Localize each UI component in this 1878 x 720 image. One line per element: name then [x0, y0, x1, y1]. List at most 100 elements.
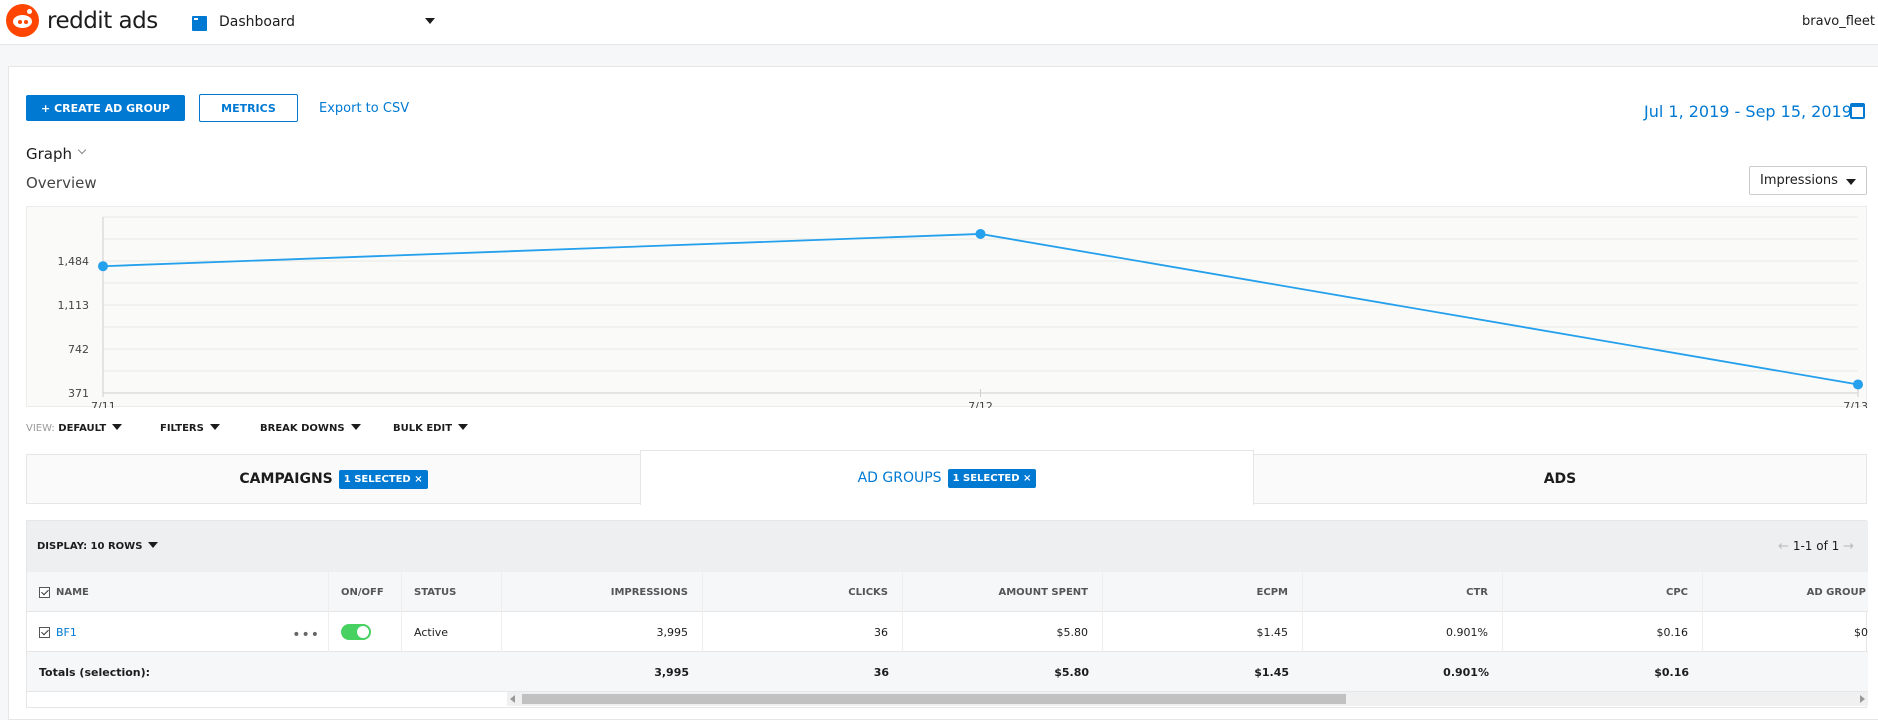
row-ecpm: $1.45	[1103, 612, 1303, 652]
calendar-icon[interactable]	[1850, 103, 1865, 119]
tab-ad-groups-label: AD GROUPS	[857, 470, 942, 486]
overview-heading: Overview	[26, 174, 97, 192]
ad-group-name-link[interactable]: BF1	[56, 625, 77, 639]
y-tick-label: 1,113	[58, 299, 90, 312]
dashboard-icon	[192, 16, 207, 31]
series-line	[102, 233, 1859, 386]
header-onoff[interactable]: ON/OFF	[329, 572, 402, 612]
horizontal-scrollbar[interactable]	[507, 692, 1868, 706]
caret-down-icon	[112, 424, 123, 430]
table-toolbar: DISPLAY: 10 ROWS ← 1-1 of 1 →	[27, 521, 1868, 572]
scroll-right-icon[interactable]	[1860, 695, 1865, 703]
display-rows-label: DISPLAY: 10 ROWS	[37, 541, 143, 552]
more-options-icon[interactable]: •••	[292, 627, 320, 643]
header-impressions[interactable]: IMPRESSIONS	[502, 572, 703, 612]
date-range-picker[interactable]: Jul 1, 2019 - Sep 15, 2019	[1644, 102, 1852, 121]
header-name-label: NAME	[56, 586, 89, 598]
chevron-down-icon[interactable]	[425, 18, 435, 24]
totals-amount-spent: $5.80	[1054, 665, 1089, 679]
caret-down-icon	[148, 542, 159, 548]
row-ctr: 0.901%	[1303, 612, 1503, 652]
header-ctr[interactable]: CTR	[1303, 572, 1503, 612]
header-name[interactable]: NAME	[27, 572, 329, 612]
y-tick-label: 742	[68, 343, 89, 356]
metric-select-value: Impressions	[1760, 173, 1838, 188]
view-prefix: VIEW:	[26, 423, 55, 434]
tab-ad-groups[interactable]: AD GROUPS 1 SELECTED ×	[640, 450, 1254, 505]
caret-down-icon	[350, 424, 361, 430]
row-amount-spent: $5.80	[903, 612, 1103, 652]
row-clicks: 36	[703, 612, 903, 652]
data-point	[98, 261, 108, 272]
y-tick-label: 1,484	[58, 255, 90, 268]
x-tick-label: 7/11	[91, 400, 116, 408]
export-csv-link[interactable]: Export to CSV	[319, 101, 410, 116]
arrow-left-icon[interactable]: ←	[1778, 539, 1789, 554]
tab-ads-label: ADS	[1543, 471, 1577, 487]
arrow-right-icon[interactable]: →	[1843, 539, 1854, 554]
reddit-logo-icon[interactable]	[6, 4, 39, 37]
totals-impressions: 3,995	[654, 665, 689, 679]
bulk-edit-label: BULK EDIT	[393, 423, 453, 434]
row-onoff-cell	[329, 612, 402, 652]
y-tick-label: 371	[68, 387, 89, 400]
x-tick-label: 7/13	[1843, 400, 1868, 408]
breakdowns-dropdown[interactable]: BREAK DOWNS	[260, 423, 361, 434]
on-off-toggle[interactable]	[341, 624, 371, 640]
bulk-edit-dropdown[interactable]: BULK EDIT	[393, 423, 469, 434]
totals-label: Totals (selection):	[39, 665, 151, 679]
brand-name[interactable]: reddit ads	[47, 8, 158, 34]
view-value: DEFAULT	[58, 423, 107, 434]
tab-campaigns-label: CAMPAIGNS	[239, 471, 333, 487]
totals-clicks: 36	[873, 665, 889, 679]
totals-ecpm: $1.45	[1254, 665, 1289, 679]
display-rows-dropdown[interactable]: DISPLAY: 10 ROWS	[37, 541, 159, 552]
row-cpc: $0.16	[1503, 612, 1703, 652]
table-row: BF1 ••• Active 3,995 36 $5.80 $1.45 0.90…	[27, 612, 1868, 652]
row-name-cell: BF1 •••	[27, 612, 329, 652]
chart-svg: 371 742 1,113 1,484 7/11 7/12 7/13	[58, 216, 1868, 408]
pagination: ← 1-1 of 1 →	[1778, 539, 1854, 554]
totals-cpc: $0.16	[1654, 665, 1689, 679]
row-impressions: 3,995	[502, 612, 703, 652]
table-header: NAME ON/OFF STATUS IMPRESSIONS CLICKS AM…	[27, 572, 1868, 612]
header-cpc[interactable]: CPC	[1503, 572, 1703, 612]
header-ad-group[interactable]: AD GROUP	[1806, 586, 1866, 598]
impressions-chart: 371 742 1,113 1,484 7/11 7/12 7/13	[26, 206, 1868, 408]
ad-groups-selected-badge[interactable]: 1 SELECTED ×	[947, 468, 1037, 488]
breakdowns-label: BREAK DOWNS	[260, 423, 345, 434]
create-ad-group-button[interactable]: + CREATE AD GROUP	[26, 95, 185, 121]
user-menu[interactable]: bravo_fleet	[1802, 14, 1875, 29]
caret-down-icon	[1846, 179, 1856, 185]
dashboard-selector-label[interactable]: Dashboard	[219, 14, 295, 30]
ad-groups-table: DISPLAY: 10 ROWS ← 1-1 of 1 → NAME ON/OF…	[26, 520, 1868, 708]
header-amount-spent[interactable]: AMOUNT SPENT	[903, 572, 1103, 612]
caret-down-icon	[458, 424, 469, 430]
top-bar: reddit ads Dashboard bravo_fleet	[0, 0, 1878, 45]
caret-down-icon	[209, 424, 220, 430]
filters-dropdown[interactable]: FILTERS	[160, 423, 220, 434]
header-status[interactable]: STATUS	[402, 572, 502, 612]
totals-ctr: 0.901%	[1443, 665, 1489, 679]
select-all-checkbox[interactable]	[39, 586, 50, 598]
row-checkbox[interactable]	[39, 626, 50, 638]
metric-select[interactable]: Impressions	[1749, 166, 1867, 195]
header-clicks[interactable]: CLICKS	[703, 572, 903, 612]
row-status: Active	[402, 612, 502, 652]
filters-label: FILTERS	[160, 423, 204, 434]
scroll-left-icon[interactable]	[510, 695, 515, 703]
view-dropdown[interactable]: VIEW: DEFAULT	[26, 423, 123, 434]
tab-ads[interactable]: ADS	[1253, 454, 1867, 504]
data-point	[975, 228, 986, 239]
header-ecpm[interactable]: ECPM	[1103, 572, 1303, 612]
tab-campaigns[interactable]: CAMPAIGNS 1 SELECTED ×	[26, 454, 641, 504]
x-tick-label: 7/12	[968, 400, 993, 408]
pagination-text: 1-1 of 1	[1792, 539, 1840, 553]
data-point	[1853, 379, 1863, 390]
metrics-button[interactable]: METRICS	[199, 94, 298, 122]
graph-toggle[interactable]: Graph	[26, 145, 73, 163]
campaigns-selected-badge[interactable]: 1 SELECTED ×	[338, 469, 428, 489]
scrollbar-thumb[interactable]	[522, 694, 1346, 704]
row-ad-group: $0	[1854, 625, 1868, 639]
totals-row: Totals (selection): 3,995 36 $5.80 $1.45…	[27, 652, 1868, 692]
